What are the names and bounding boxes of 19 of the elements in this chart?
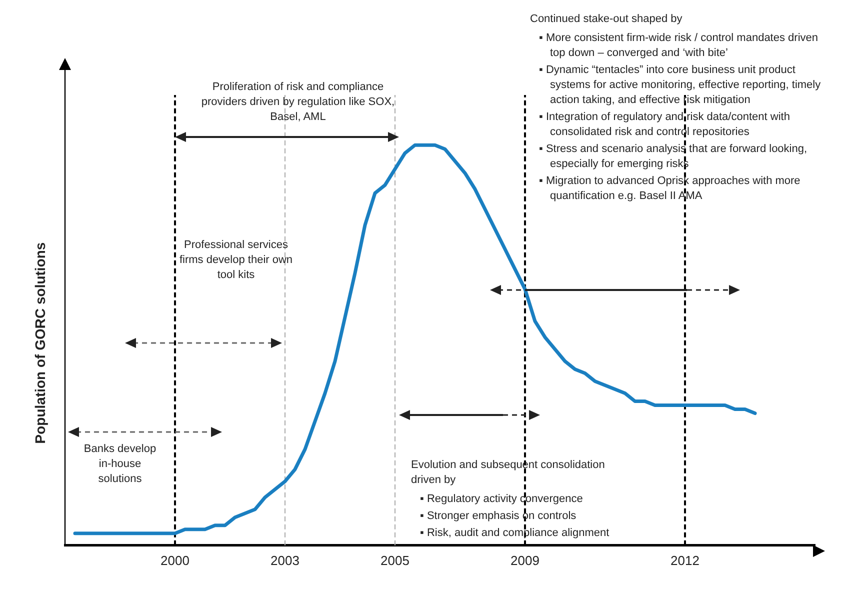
- annotation: Evolution and subsequent consolidation driven by: [411, 458, 606, 488]
- x-tick-label: 2003: [270, 552, 300, 568]
- x-tick-label: 2009: [510, 552, 540, 568]
- x-tick-label: 2005: [380, 552, 410, 568]
- text: ▪ Integration of regulatory and risk data/content with consolidated risk and control repositories: [539, 110, 791, 140]
- text: Continued stake-out shaped by: [530, 12, 684, 27]
- annotation: ▪ Regulatory activity convergence: [420, 492, 584, 507]
- x-tick-label: 2012: [670, 552, 700, 568]
- y-axis-title: Population of GORC solutions: [32, 242, 48, 444]
- text: ▪ More consistent firm-wide risk / control mandates driven top down – converged and ‘with bite’: [539, 31, 819, 61]
- text: Proliferation of risk and compliance providers driven by regulation like SOX, Basel, AML: [200, 80, 396, 125]
- annotation: ▪ Risk, audit and compliance alignment: [420, 526, 610, 541]
- annotation: Professional services firms develop their own tool kits: [178, 238, 294, 283]
- annotation: Banks develop in-house solutions: [82, 442, 158, 487]
- text: ▪ Dynamic “tentacles” into core business unit product systems for active monitoring, effective reporting, timely action taking, and effective risk mitigation: [539, 63, 822, 108]
- x-tick-label: 2000: [160, 552, 190, 568]
- annotation: ▪ Stress and scenario analysis that are forward looking, especially for emerging risks: [539, 142, 808, 172]
- annotation: ▪ Stronger emphasis on controls: [420, 509, 578, 524]
- annotation: ▪ Migration to advanced Oprisk approaches with more quantification e.g. Basel II AMA: [539, 174, 802, 204]
